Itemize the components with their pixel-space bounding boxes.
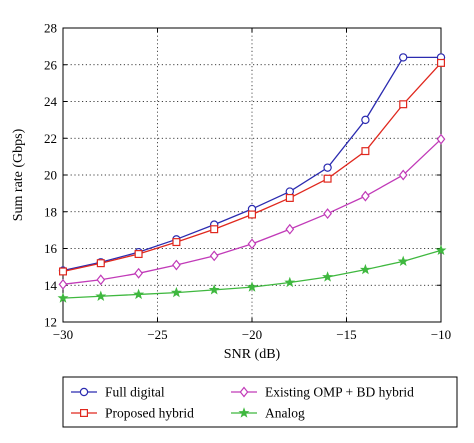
diamond-marker [361, 190, 370, 202]
legend-label: Full digital [105, 385, 165, 400]
star-marker [238, 407, 250, 418]
star-marker [133, 288, 145, 300]
diamond-marker [209, 250, 219, 262]
y-axis-title: Sum rate (Gbps) [11, 128, 26, 221]
x-tick-label: −20 [242, 327, 262, 342]
diamond-marker [172, 259, 181, 271]
diamond-marker [323, 208, 332, 220]
y-tick-label: 24 [44, 94, 58, 109]
series-analog [57, 244, 447, 303]
legend-box [62, 376, 458, 428]
circle-marker [361, 115, 370, 125]
star-marker [359, 263, 371, 275]
square-marker [361, 147, 370, 156]
star-marker [170, 286, 182, 298]
star-marker [435, 244, 447, 256]
axis-ticks: −30 −25 −20 −15 −10 12 14 16 18 20 22 24 26 28 [44, 21, 451, 343]
square-marker [134, 250, 143, 259]
series-existing-omp-bd-hybrid [58, 133, 446, 290]
y-tick-label: 18 [44, 204, 57, 219]
y-tick-label: 20 [44, 168, 57, 183]
star-marker [246, 281, 258, 292]
y-tick-label: 16 [44, 241, 58, 256]
legend: Full digital Proposed hybrid Existing OMP … [62, 376, 458, 428]
legend-item: Analog [231, 406, 305, 421]
legend-label: Analog [265, 406, 305, 421]
plot-frame [62, 27, 442, 323]
diamond-marker [134, 267, 143, 279]
square-marker [210, 225, 219, 234]
diamond-marker [398, 169, 408, 181]
square-marker [96, 259, 105, 268]
x-tick-label: −30 [53, 327, 73, 342]
diamond-marker [96, 274, 106, 286]
diamond-marker [239, 386, 249, 398]
star-marker [397, 255, 409, 267]
star-marker [284, 276, 296, 288]
x-tick-label: −10 [431, 327, 451, 342]
legend-item: Full digital [71, 385, 165, 400]
x-tick-label: −25 [147, 327, 167, 342]
star-marker [57, 292, 69, 303]
legend-item: Proposed hybrid [71, 406, 194, 421]
square-marker [172, 238, 181, 247]
star-marker [208, 284, 220, 295]
square-marker [323, 174, 332, 183]
series-layer [57, 53, 447, 303]
square-marker [58, 267, 67, 276]
star-marker [95, 290, 107, 301]
circle-marker [79, 387, 89, 397]
square-marker [79, 409, 88, 418]
y-tick-label: 26 [44, 57, 58, 72]
legend-label: Existing OMP + BD hybrid [265, 385, 414, 400]
square-marker [399, 100, 408, 109]
diamond-marker [58, 278, 68, 290]
legend-label: Proposed hybrid [105, 406, 194, 421]
x-axis-title: SNR (dB) [224, 347, 281, 362]
x-tick-label: −15 [336, 327, 356, 342]
y-tick-label: 14 [44, 278, 58, 293]
diamond-marker [436, 133, 446, 145]
circle-marker [323, 163, 332, 172]
y-tick-label: 28 [44, 21, 57, 36]
y-tick-label: 12 [44, 315, 57, 330]
grid-lines [62, 27, 442, 323]
square-marker [285, 193, 294, 202]
square-marker [248, 210, 257, 219]
y-tick-label: 22 [44, 131, 57, 146]
legend-item: Existing OMP + BD hybrid [231, 385, 414, 400]
diamond-marker [285, 223, 295, 235]
star-marker [322, 271, 334, 282]
square-marker [437, 58, 446, 67]
circle-marker [399, 53, 408, 62]
diamond-marker [247, 238, 257, 250]
series-proposed-hybrid [58, 58, 446, 276]
